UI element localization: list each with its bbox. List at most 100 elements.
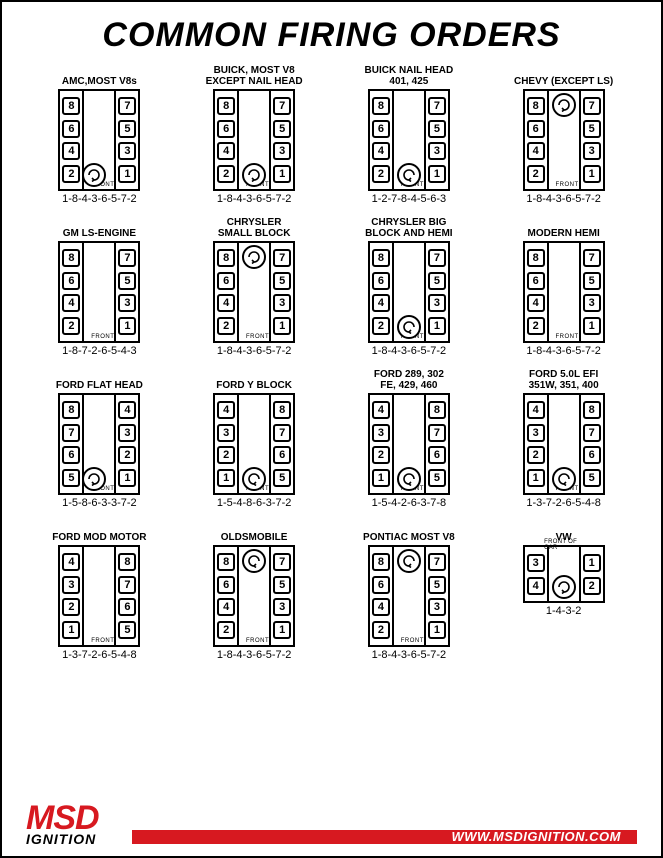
cylinder: 3 [583,294,601,312]
cylinder: 1 [428,621,446,639]
cylinder: 3 [372,424,390,442]
cylinder: 5 [118,120,136,138]
distributor-icon [397,467,421,491]
cylinder-bank-left: 8642 [525,243,549,341]
cylinder: 2 [527,165,545,183]
cylinder: 2 [118,446,136,464]
cylinder: 5 [118,272,136,290]
engine-card: AMC,MOST V8s86427531FRONT 1-8-4-3-6-5-7-… [26,65,173,205]
cylinder: 4 [118,401,136,419]
cylinder-bank-left: 8642 [370,243,394,341]
cylinder: 7 [273,249,291,267]
cylinder: 3 [527,554,545,572]
engine-card: GM LS-ENGINE86427531FRONT1-8-7-2-6-5-4-3 [26,217,173,357]
cylinder: 8 [372,553,390,571]
firing-order: 1-8-4-3-6-5-7-2 [372,345,447,357]
cylinder: 5 [273,576,291,594]
cylinder: 6 [62,272,80,290]
cylinder: 8 [273,401,291,419]
cylinder-bank-right: 7531 [269,91,293,189]
cylinder: 5 [273,120,291,138]
cylinder: 6 [217,576,235,594]
page-title: COMMON FIRING ORDERS [2,2,661,61]
cylinder: 8 [217,553,235,571]
engine-card: FORD MOD MOTOR43218765FRONT1-3-7-2-6-5-4… [26,521,173,661]
cylinder: 2 [62,165,80,183]
cylinder-bank-left: 8765 [60,395,84,493]
cylinder: 6 [118,598,136,616]
firing-order: 1-3-7-2-6-5-4-8 [62,649,137,661]
cylinder-bank-left: 34 [525,547,549,601]
front-label: FRONT [555,334,578,340]
cylinder-bank-right: 7531 [424,243,448,341]
cylinder: 6 [273,446,291,464]
cylinder: 4 [527,294,545,312]
distributor-icon [242,245,266,269]
cylinder: 5 [583,469,601,487]
cylinder: 1 [118,317,136,335]
cylinder-bank-left: 4321 [525,395,549,493]
engine-block: 86427531FRONT [523,241,605,343]
engine-title: CHRYSLER BIG BLOCK AND HEMI [365,217,452,241]
cylinder-bank-left: 8642 [60,243,84,341]
firing-order: 1-8-7-2-6-5-4-3 [62,345,137,357]
cylinder: 2 [217,446,235,464]
cylinder: 7 [583,97,601,115]
cylinder: 7 [428,97,446,115]
cylinder: 6 [372,272,390,290]
cylinder: 8 [62,401,80,419]
cylinder: 3 [428,142,446,160]
engine-card: CHRYSLER BIG BLOCK AND HEMI86427531FRONT… [336,217,483,357]
cylinder: 3 [118,142,136,160]
engine-card: BUICK, MOST V8 EXCEPT NAIL HEAD86427531F… [181,65,328,205]
front-label: FRONT [246,334,269,340]
cylinder: 5 [428,576,446,594]
cylinder: 2 [62,598,80,616]
cylinder: 8 [217,249,235,267]
cylinder: 5 [428,272,446,290]
cylinder-bank-left: 8642 [370,91,394,189]
engine-block: 86427531FRONT [213,241,295,343]
cylinder: 1 [273,165,291,183]
cylinder: 1 [217,469,235,487]
cylinder: 5 [273,272,291,290]
cylinder: 5 [118,621,136,639]
cylinder-bank-left: 8642 [215,547,239,645]
cylinder: 3 [62,576,80,594]
cylinder: 5 [428,469,446,487]
cylinder: 1 [428,317,446,335]
logo-main: MSD [26,805,99,832]
distributor-icon [552,467,576,491]
cylinder-bank-right: 8765 [579,395,603,493]
front-label: FRONT [246,638,269,644]
engine-block: 43218765FRONT [58,545,140,647]
cylinder: 7 [118,249,136,267]
cylinder: 6 [217,272,235,290]
cylinder: 1 [62,621,80,639]
cylinder: 4 [62,294,80,312]
engine-card: CHEVY (EXCEPT LS)86427531FRONT 1-8-4-3-6… [490,65,637,205]
cylinder: 8 [527,249,545,267]
cylinder: 4 [372,598,390,616]
cylinder: 2 [372,165,390,183]
distributor-icon [242,163,266,187]
distributor-icon [397,163,421,187]
firing-order: 1-5-8-6-3-3-7-2 [62,497,137,509]
cylinder: 3 [273,598,291,616]
engine-block: 86427531FRONT [58,241,140,343]
cylinder: 3 [217,424,235,442]
firing-order: 1-8-4-3-6-5-7-2 [526,193,601,205]
engine-block: 43218765FRONT [213,393,295,495]
cylinder: 1 [118,469,136,487]
cylinder: 2 [527,446,545,464]
cylinder: 7 [62,424,80,442]
cylinder: 4 [372,401,390,419]
cylinder: 8 [372,249,390,267]
cylinder: 3 [273,142,291,160]
cylinder: 1 [527,469,545,487]
cylinder: 5 [583,120,601,138]
engine-card: PONTIAC MOST V886427531FRONT 1-8-4-3-6-5… [336,521,483,661]
cylinder: 1 [583,554,601,572]
logo-sub: IGNITION [26,831,99,847]
cylinder-bank-right: 7531 [424,547,448,645]
